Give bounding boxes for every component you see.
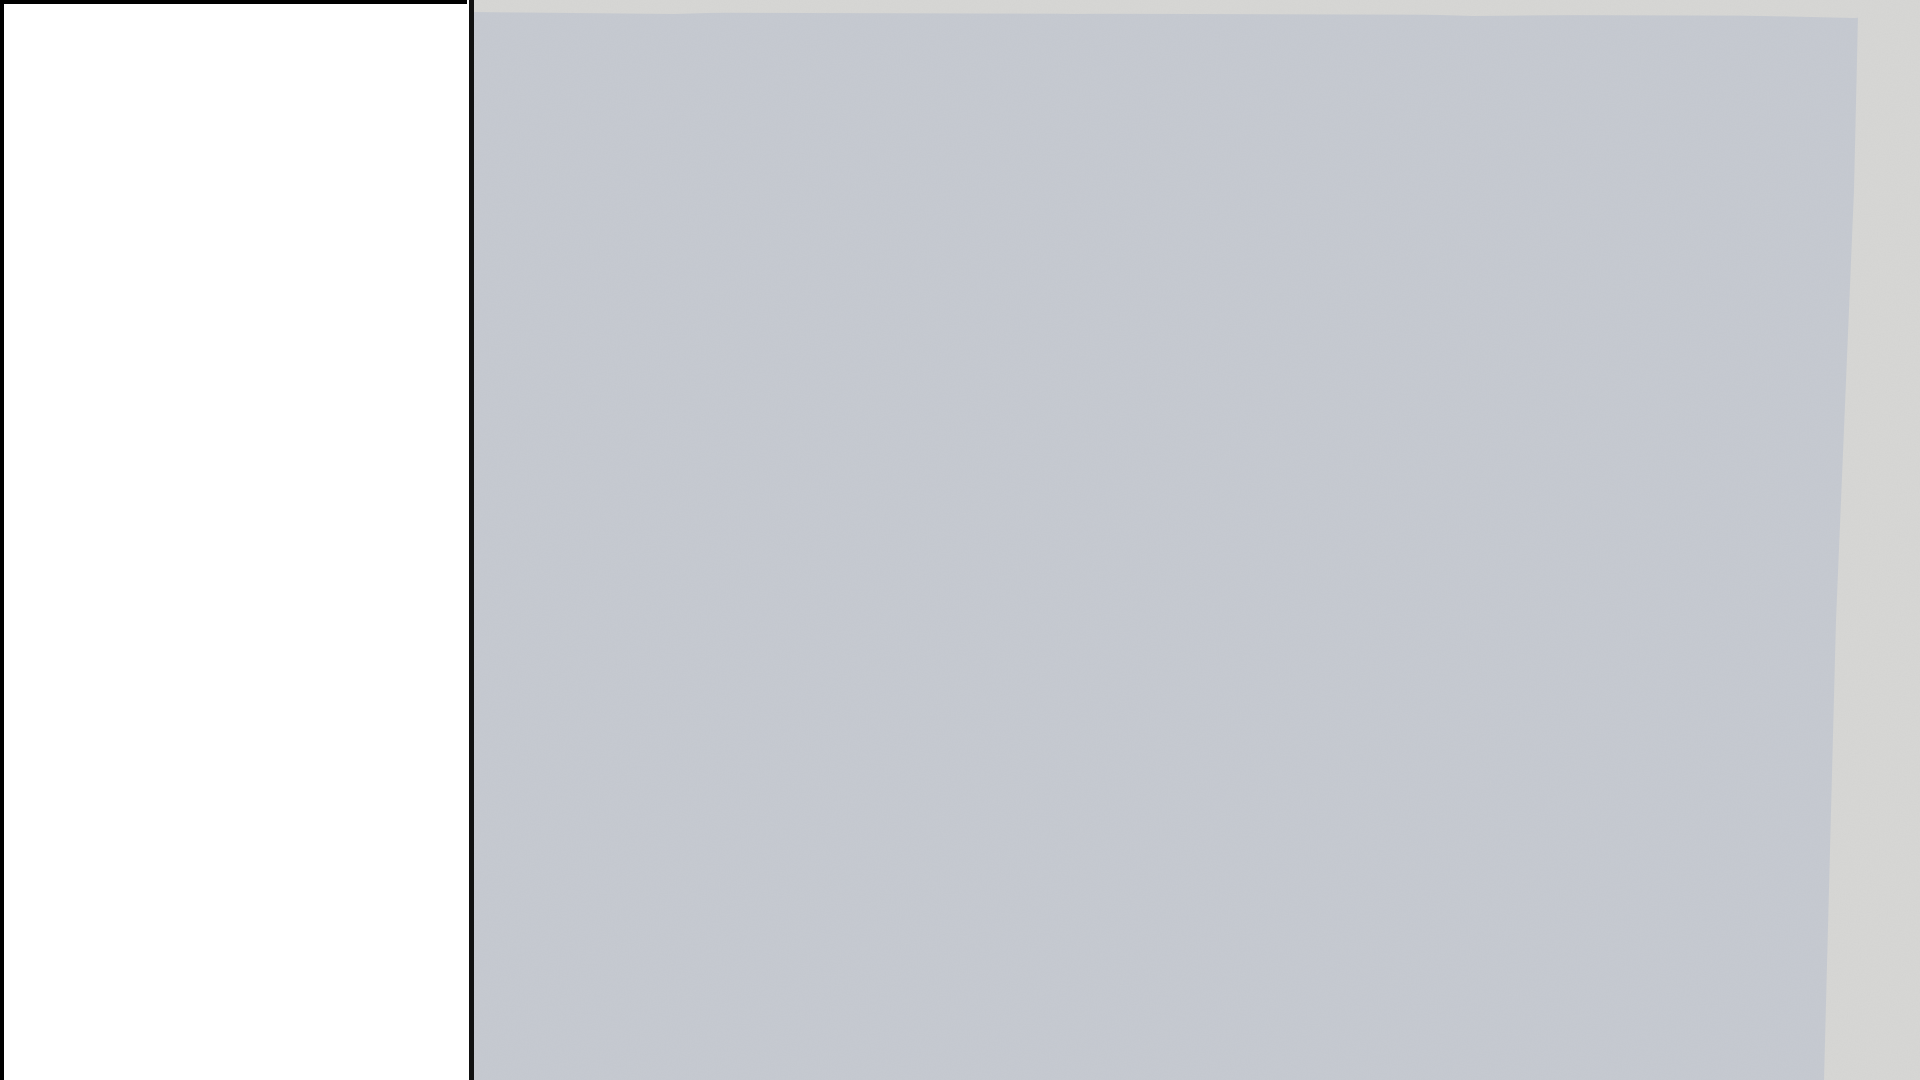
paper-grain-overlay <box>474 0 1920 1080</box>
panel-divider <box>469 0 474 1080</box>
checkerboard-photo <box>474 0 1920 1080</box>
checkerboard-svg <box>474 0 1920 1080</box>
blank-left-panel <box>0 0 467 1080</box>
